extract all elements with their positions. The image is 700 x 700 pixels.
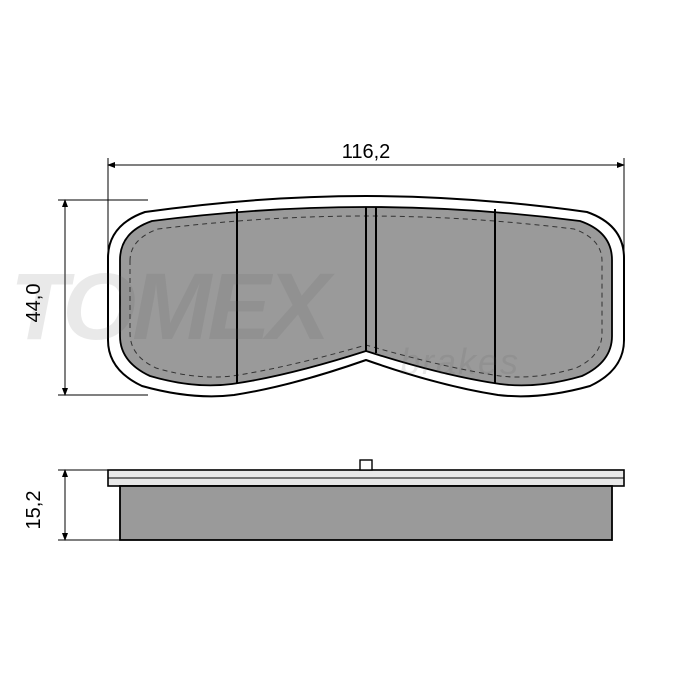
dim-width-label: 116,2 [342,141,391,163]
side-center-stud [360,460,372,470]
dim-thick-label: 15,2 [23,491,45,530]
technical-drawing: 116,2 44,0 15,2 [0,0,700,700]
dim-height-label: 44,0 [23,284,45,323]
side-friction-strip [120,486,612,540]
diagram-container: TOMEX brakes 116,2 [0,0,700,700]
